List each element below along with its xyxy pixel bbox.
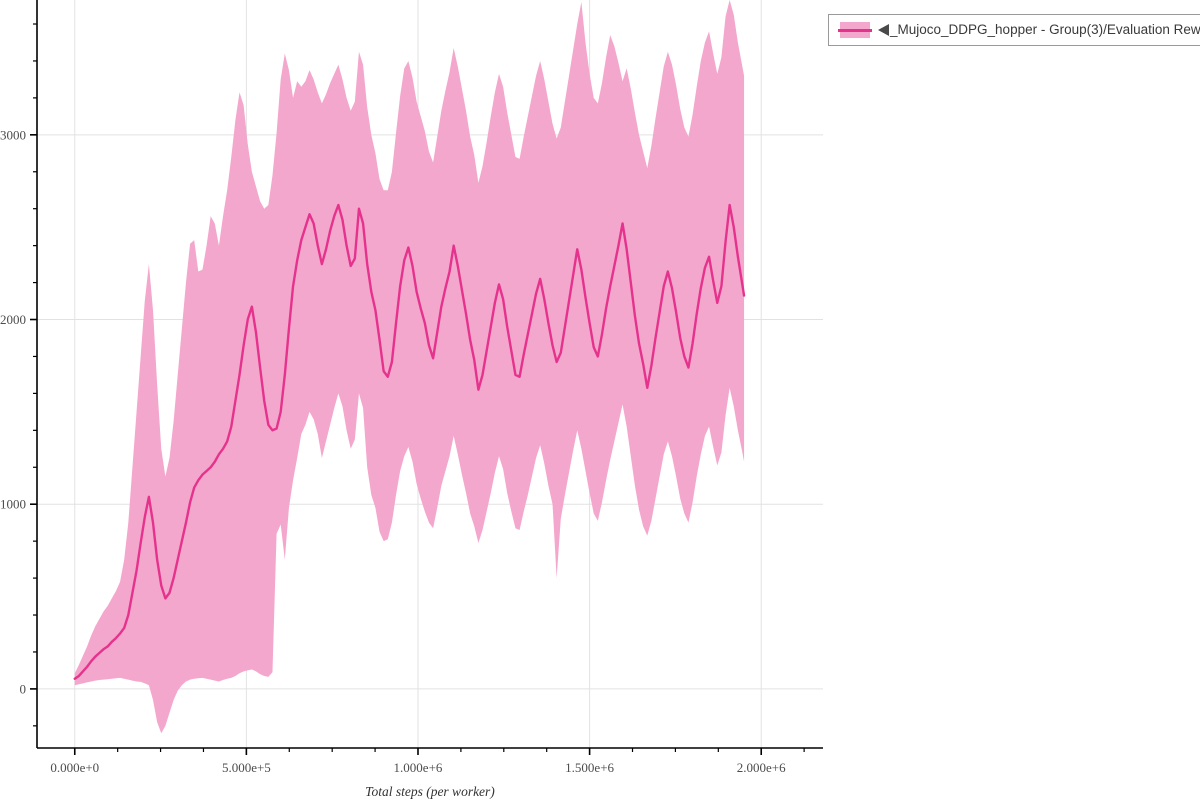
legend-label: _Mujoco_DDPG_hopper - Group(3)/Evaluatio… [890,22,1200,38]
x-axis-title: Total steps (per worker) [365,784,495,799]
legend-entry[interactable]: _Mujoco_DDPG_hopper - Group(3)/Evaluatio… [838,20,1200,40]
x-tick-label: 2.000e+6 [737,760,786,775]
x-tick-label: 1.500e+6 [565,760,614,775]
series-group [73,0,746,734]
y-tick-label: 0 [20,681,27,696]
y-tick-label: 3000 [0,127,26,142]
legend-swatch [838,20,872,40]
axis-spines [36,0,823,749]
series-mean-line [73,203,746,680]
axis-ticks: 0 1000 2000 3000 0.000e+0 5.000e+5 1.000e+6 1.5… [0,23,805,775]
x-tick-label: 5.000e+5 [222,760,271,775]
series-confidence-band [74,0,745,734]
x-tick-label: 1.000e+6 [394,760,443,775]
y-tick-label: 1000 [0,497,26,512]
y-tick-label: 2000 [0,312,26,327]
x-tick-label: 0.000e+0 [50,760,99,775]
legend-line-swatch [838,29,872,32]
legend[interactable]: _Mujoco_DDPG_hopper - Group(3)/Evaluatio… [828,14,1200,46]
legend-left-triangle-icon [878,24,889,36]
